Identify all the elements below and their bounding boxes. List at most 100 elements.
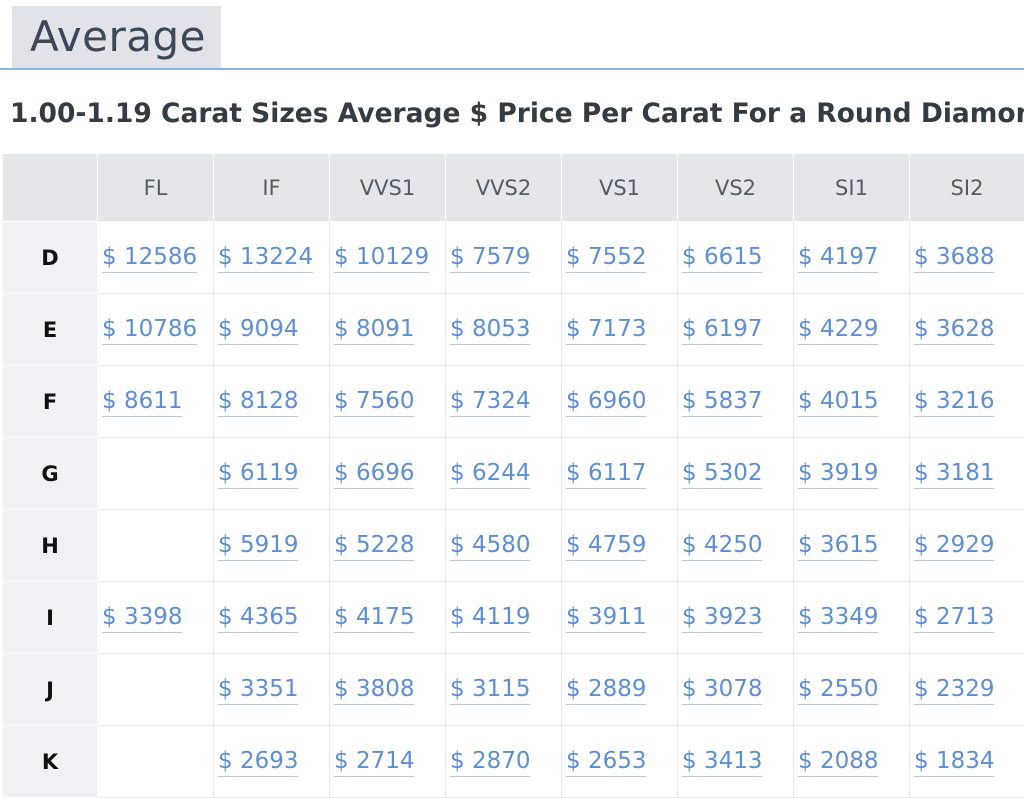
price-cell: $ 4175 (329, 581, 446, 654)
price-cell: $ 4580 (445, 509, 562, 582)
price-link[interactable]: $ 2889 (566, 674, 647, 705)
price-cell: $ 2870 (445, 725, 562, 798)
price-link[interactable]: $ 8128 (218, 386, 299, 417)
price-cell: $ 5919 (213, 509, 330, 582)
price-cell (97, 437, 214, 510)
price-link[interactable]: $ 6960 (566, 386, 647, 417)
price-link[interactable]: $ 8053 (450, 314, 531, 345)
price-cell: $ 2889 (561, 653, 678, 726)
price-link[interactable]: $ 4759 (566, 530, 647, 561)
price-link[interactable]: $ 12586 (102, 242, 198, 273)
row-header-color-h: H (2, 509, 98, 582)
price-link[interactable]: $ 3615 (798, 530, 879, 561)
price-link[interactable]: $ 7552 (566, 242, 647, 273)
price-link[interactable]: $ 2550 (798, 674, 879, 705)
price-link[interactable]: $ 4365 (218, 602, 299, 633)
price-cell: $ 6119 (213, 437, 330, 510)
price-link[interactable]: $ 5919 (218, 530, 299, 561)
price-link[interactable]: $ 3628 (914, 314, 995, 345)
price-link[interactable]: $ 13224 (218, 242, 314, 273)
price-link[interactable]: $ 4229 (798, 314, 879, 345)
price-cell: $ 9094 (213, 293, 330, 366)
price-cell: $ 2929 (909, 509, 1024, 582)
price-link[interactable]: $ 7173 (566, 314, 647, 345)
price-cell: $ 7324 (445, 365, 562, 438)
price-link[interactable]: $ 3349 (798, 602, 879, 633)
price-cell: $ 3351 (213, 653, 330, 726)
price-link[interactable]: $ 3923 (682, 602, 763, 633)
price-cell: $ 5228 (329, 509, 446, 582)
price-link[interactable]: $ 3911 (566, 602, 647, 633)
price-link[interactable]: $ 3808 (334, 674, 415, 705)
price-link[interactable]: $ 3078 (682, 674, 763, 705)
price-link[interactable]: $ 2088 (798, 746, 879, 777)
price-link[interactable]: $ 8611 (102, 386, 183, 417)
row-header-color-e: E (2, 293, 98, 366)
price-link[interactable]: $ 10786 (102, 314, 198, 345)
row-header-color-k: K (2, 725, 98, 798)
price-link[interactable]: $ 6119 (218, 458, 299, 489)
table-row: G $ 6119 $ 6696 $ 6244 $ 6117 $ 5302 $ 3919 $ 3… (2, 437, 1024, 510)
price-link[interactable]: $ 4250 (682, 530, 763, 561)
price-cell: $ 7560 (329, 365, 446, 438)
column-header-if: IF (213, 153, 330, 222)
price-cell: $ 6696 (329, 437, 446, 510)
price-link[interactable]: $ 6197 (682, 314, 763, 345)
price-link[interactable]: $ 3398 (102, 602, 183, 633)
price-link[interactable]: $ 2693 (218, 746, 299, 777)
price-cell: $ 4015 (793, 365, 910, 438)
column-header-vs1: VS1 (561, 153, 678, 222)
price-cell: $ 7552 (561, 221, 678, 294)
section-header: Average (0, 0, 1024, 70)
price-link[interactable]: $ 9094 (218, 314, 299, 345)
price-link[interactable]: $ 3115 (450, 674, 531, 705)
section-tab-average[interactable]: Average (12, 6, 221, 68)
table-title: 1.00-1.19 Carat Sizes Average $ Price Pe… (10, 98, 1024, 129)
price-link[interactable]: $ 3919 (798, 458, 879, 489)
price-link[interactable]: $ 2714 (334, 746, 415, 777)
price-link[interactable]: $ 3413 (682, 746, 763, 777)
table-row: F $ 8611 $ 8128 $ 7560 $ 7324 $ 6960 $ 5837 $ 4… (2, 365, 1024, 438)
price-link[interactable]: $ 7579 (450, 242, 531, 273)
price-link[interactable]: $ 2713 (914, 602, 995, 633)
price-cell: $ 2088 (793, 725, 910, 798)
row-header-color-j: J (2, 653, 98, 726)
price-cell: $ 4759 (561, 509, 678, 582)
row-header-color-d: D (2, 221, 98, 294)
price-link[interactable]: $ 6117 (566, 458, 647, 489)
price-cell: $ 3115 (445, 653, 562, 726)
price-link[interactable]: $ 4197 (798, 242, 879, 273)
price-link[interactable]: $ 2329 (914, 674, 995, 705)
price-link[interactable]: $ 4015 (798, 386, 879, 417)
price-link[interactable]: $ 4175 (334, 602, 415, 633)
price-link[interactable]: $ 5837 (682, 386, 763, 417)
price-link[interactable]: $ 5302 (682, 458, 763, 489)
column-header-vvs1: VVS1 (329, 153, 446, 222)
price-link[interactable]: $ 2929 (914, 530, 995, 561)
price-link[interactable]: $ 6696 (334, 458, 415, 489)
price-link[interactable]: $ 6615 (682, 242, 763, 273)
price-link[interactable]: $ 4119 (450, 602, 531, 633)
price-link[interactable]: $ 5228 (334, 530, 415, 561)
price-link[interactable]: $ 8091 (334, 314, 415, 345)
price-link[interactable]: $ 1834 (914, 746, 995, 777)
price-link[interactable]: $ 3216 (914, 386, 995, 417)
price-cell: $ 6197 (677, 293, 794, 366)
price-link[interactable]: $ 3351 (218, 674, 299, 705)
price-cell: $ 1834 (909, 725, 1024, 798)
price-link[interactable]: $ 10129 (334, 242, 430, 273)
price-link[interactable]: $ 7324 (450, 386, 531, 417)
price-link[interactable]: $ 6244 (450, 458, 531, 489)
price-link[interactable]: $ 2653 (566, 746, 647, 777)
price-link[interactable]: $ 3688 (914, 242, 995, 273)
price-link[interactable]: $ 4580 (450, 530, 531, 561)
price-cell: $ 2693 (213, 725, 330, 798)
price-cell: $ 2550 (793, 653, 910, 726)
price-cell: $ 4229 (793, 293, 910, 366)
price-link[interactable]: $ 2870 (450, 746, 531, 777)
price-link[interactable]: $ 3181 (914, 458, 995, 489)
price-cell: $ 3923 (677, 581, 794, 654)
price-cell: $ 3398 (97, 581, 214, 654)
price-link[interactable]: $ 7560 (334, 386, 415, 417)
column-header-fl: FL (97, 153, 214, 222)
